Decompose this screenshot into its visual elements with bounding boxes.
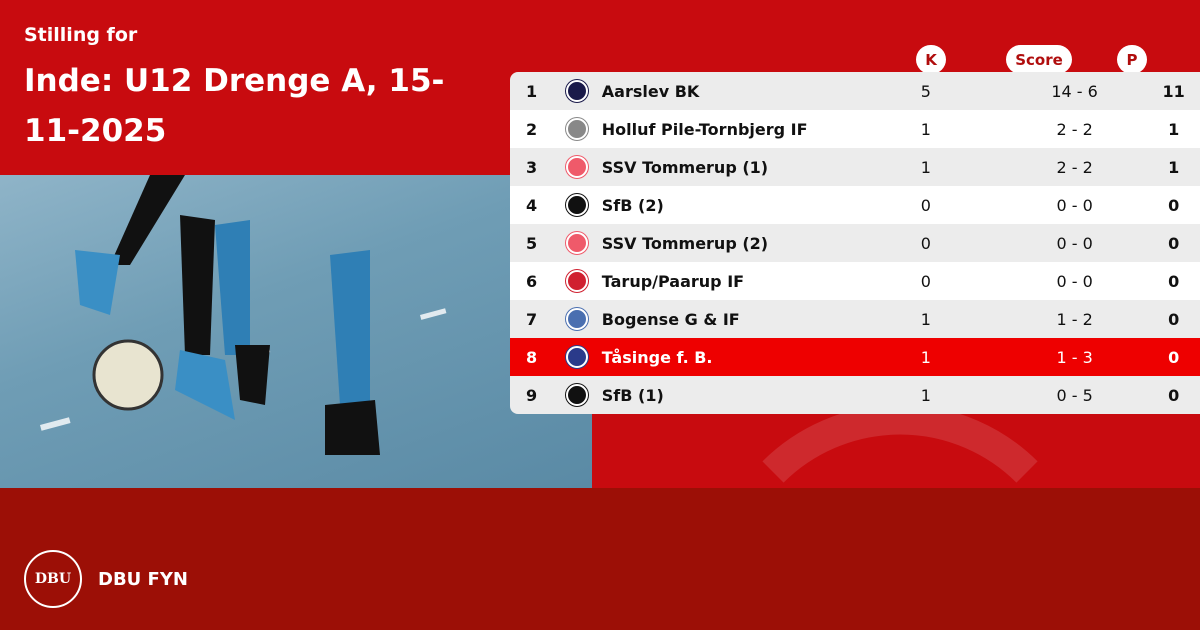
team-logo-icon: [554, 194, 600, 216]
points: 1: [1168, 157, 1180, 177]
matches: 5: [920, 81, 931, 101]
table-row: 8 Tåsinge f. B. 1 1 - 3 0: [510, 338, 1200, 376]
dbu-watermark: [600, 400, 1200, 488]
team-logo-icon: [554, 270, 600, 292]
dbu-logo: DBU: [24, 550, 82, 608]
table-row: 7 Bogense G & IF 1 1 - 2 0: [510, 300, 1200, 338]
score: 2 - 2: [1056, 157, 1093, 177]
team-name: SSV Tommerup (2): [601, 233, 769, 253]
score: 0 - 5: [1056, 385, 1093, 405]
points: 0: [1168, 233, 1180, 253]
score: 14 - 6: [1051, 81, 1098, 101]
team-logo-icon: [554, 232, 600, 254]
table-row: 5 SSV Tommerup (2) 0 0 - 0 0: [510, 224, 1200, 262]
table-row: 6 Tarup/Paarup IF 0 0 - 0 0: [510, 262, 1200, 300]
matches: 1: [920, 309, 931, 329]
page-title: Inde: U12 Drenge A, 15-11-2025: [24, 63, 445, 149]
team-logo-icon: [554, 384, 600, 406]
matches: 1: [920, 157, 931, 177]
team-name: Bogense G & IF: [601, 309, 740, 329]
team-name: Tåsinge f. B.: [601, 347, 713, 367]
points: 1: [1168, 119, 1180, 139]
points: 0: [1168, 347, 1180, 367]
team-name: SfB (2): [601, 195, 664, 215]
matches: 0: [920, 195, 931, 215]
table-row: 2 Holluf Pile-Tornbjerg IF 1 2 - 2 1: [510, 110, 1200, 148]
column-header-score: Score: [1006, 45, 1072, 74]
team-name: SSV Tommerup (1): [601, 157, 769, 177]
score: 1 - 2: [1056, 309, 1093, 329]
team-logo-icon: [554, 156, 600, 178]
brand-name: DBU FYN: [98, 568, 188, 590]
position: 4: [526, 195, 538, 215]
team-name: Tarup/Paarup IF: [601, 271, 745, 291]
position: 3: [526, 157, 538, 177]
team-logo-icon: [554, 80, 600, 102]
position: 9: [526, 385, 538, 405]
team-logo-icon: [554, 118, 600, 140]
score: 0 - 0: [1056, 271, 1093, 291]
points: 0: [1168, 385, 1180, 405]
column-header-k: K: [916, 45, 946, 74]
points: 11: [1162, 81, 1185, 101]
team-logo-icon: [554, 346, 600, 368]
column-header-p: P: [1117, 45, 1147, 74]
table-row: 9 SfB (1) 1 0 - 5 0: [510, 376, 1200, 414]
table-row: 4 SfB (2) 0 0 - 0 0: [510, 186, 1200, 224]
score: 2 - 2: [1056, 119, 1093, 139]
brand: DBU DBU FYN: [24, 550, 188, 608]
matches: 1: [920, 385, 931, 405]
points: 0: [1168, 271, 1180, 291]
team-logo-icon: [554, 308, 600, 330]
matches: 0: [920, 271, 931, 291]
points: 0: [1168, 309, 1180, 329]
table-row: 3 SSV Tommerup (1) 1 2 - 2 1: [510, 148, 1200, 186]
team-name: Holluf Pile-Tornbjerg IF: [601, 119, 808, 139]
position: 8: [526, 347, 538, 367]
score: 0 - 0: [1056, 233, 1093, 253]
futsal-photo: [0, 175, 592, 488]
position: 6: [526, 271, 538, 291]
matches: 1: [920, 347, 931, 367]
points: 0: [1168, 195, 1180, 215]
position: 2: [526, 119, 538, 139]
team-name: Aarslev BK: [601, 81, 700, 101]
team-name: SfB (1): [601, 385, 664, 405]
subtitle: Stilling for: [24, 24, 138, 46]
footer-background: [0, 488, 1200, 630]
score: 0 - 0: [1056, 195, 1093, 215]
score: 1 - 3: [1056, 347, 1093, 367]
matches: 1: [920, 119, 931, 139]
position: 5: [526, 233, 538, 253]
position: 7: [526, 309, 538, 329]
table-row: 1 Aarslev BK 5 14 - 6 11: [510, 72, 1200, 110]
standings-table: 1 Aarslev BK 5 14 - 6 11 2 Holluf Pile-To…: [510, 72, 1200, 414]
matches: 0: [920, 233, 931, 253]
position: 1: [526, 81, 538, 101]
